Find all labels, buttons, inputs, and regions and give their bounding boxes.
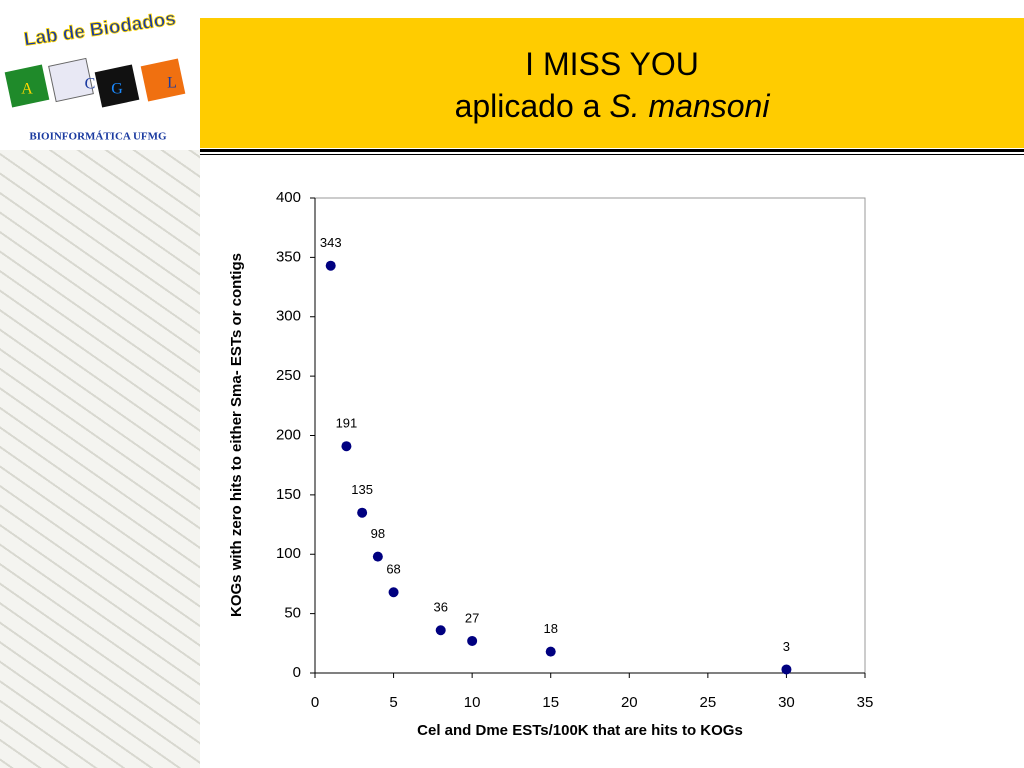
data-label: 135 bbox=[351, 482, 373, 497]
x-tick-label: 25 bbox=[700, 694, 717, 711]
plot-area bbox=[314, 197, 866, 674]
point bbox=[467, 635, 478, 646]
logo-letter: G bbox=[111, 81, 123, 98]
point bbox=[357, 507, 368, 518]
y-tick-label: 400 bbox=[276, 189, 301, 206]
data-label: 27 bbox=[465, 610, 479, 625]
y-tick-label: 250 bbox=[276, 367, 301, 384]
point bbox=[435, 625, 446, 636]
x-tick-label: 10 bbox=[464, 694, 481, 711]
title: I MISS YOU bbox=[525, 46, 699, 82]
data-label: 98 bbox=[371, 526, 385, 541]
title-text: aplicado a bbox=[454, 88, 601, 124]
data-label: 191 bbox=[336, 416, 358, 431]
logo-subtitle: BIOINFORMÁTICA UFMG bbox=[29, 131, 167, 143]
logo-letter: A bbox=[21, 81, 33, 98]
point bbox=[372, 551, 383, 562]
data-label: 343 bbox=[320, 235, 342, 250]
data-label: 18 bbox=[543, 621, 557, 636]
x-tick-label: 20 bbox=[621, 694, 638, 711]
x-tick-label: 5 bbox=[389, 694, 397, 711]
y-tick-label: 350 bbox=[276, 248, 301, 265]
title: aplicado a S. mansoni bbox=[200, 88, 1024, 125]
header-rule bbox=[200, 149, 1024, 152]
y-tick-label: 200 bbox=[276, 426, 301, 443]
x-tick-label: 0 bbox=[311, 694, 319, 711]
logo-letter: C bbox=[85, 76, 96, 93]
header-band bbox=[200, 18, 1024, 148]
data-label: 68 bbox=[386, 562, 400, 577]
y-tick-label: 0 bbox=[293, 664, 301, 681]
point bbox=[388, 587, 399, 598]
point bbox=[545, 646, 556, 657]
point bbox=[325, 260, 336, 271]
header-rule bbox=[200, 154, 1024, 155]
data-label: 3 bbox=[783, 639, 790, 654]
point bbox=[341, 441, 352, 452]
y-axis-label: KOGs with zero hits to either Sma- ESTs … bbox=[228, 253, 245, 617]
x-axis-label: Cel and Dme ESTs/100K that are hits to K… bbox=[417, 722, 743, 739]
y-tick-label: 100 bbox=[276, 545, 301, 562]
logo-cubes bbox=[4, 57, 186, 108]
y-tick-label: 300 bbox=[276, 308, 301, 325]
logo-letter: L bbox=[167, 75, 177, 92]
point bbox=[781, 664, 792, 675]
title-italic: S. mansoni bbox=[609, 88, 770, 124]
y-tick-label: 50 bbox=[284, 605, 301, 622]
y-tick-label: 150 bbox=[276, 486, 301, 503]
x-tick-label: 35 bbox=[857, 694, 874, 711]
x-tick-label: 15 bbox=[542, 694, 559, 711]
x-tick-label: 30 bbox=[778, 694, 795, 711]
data-label: 36 bbox=[433, 600, 447, 615]
